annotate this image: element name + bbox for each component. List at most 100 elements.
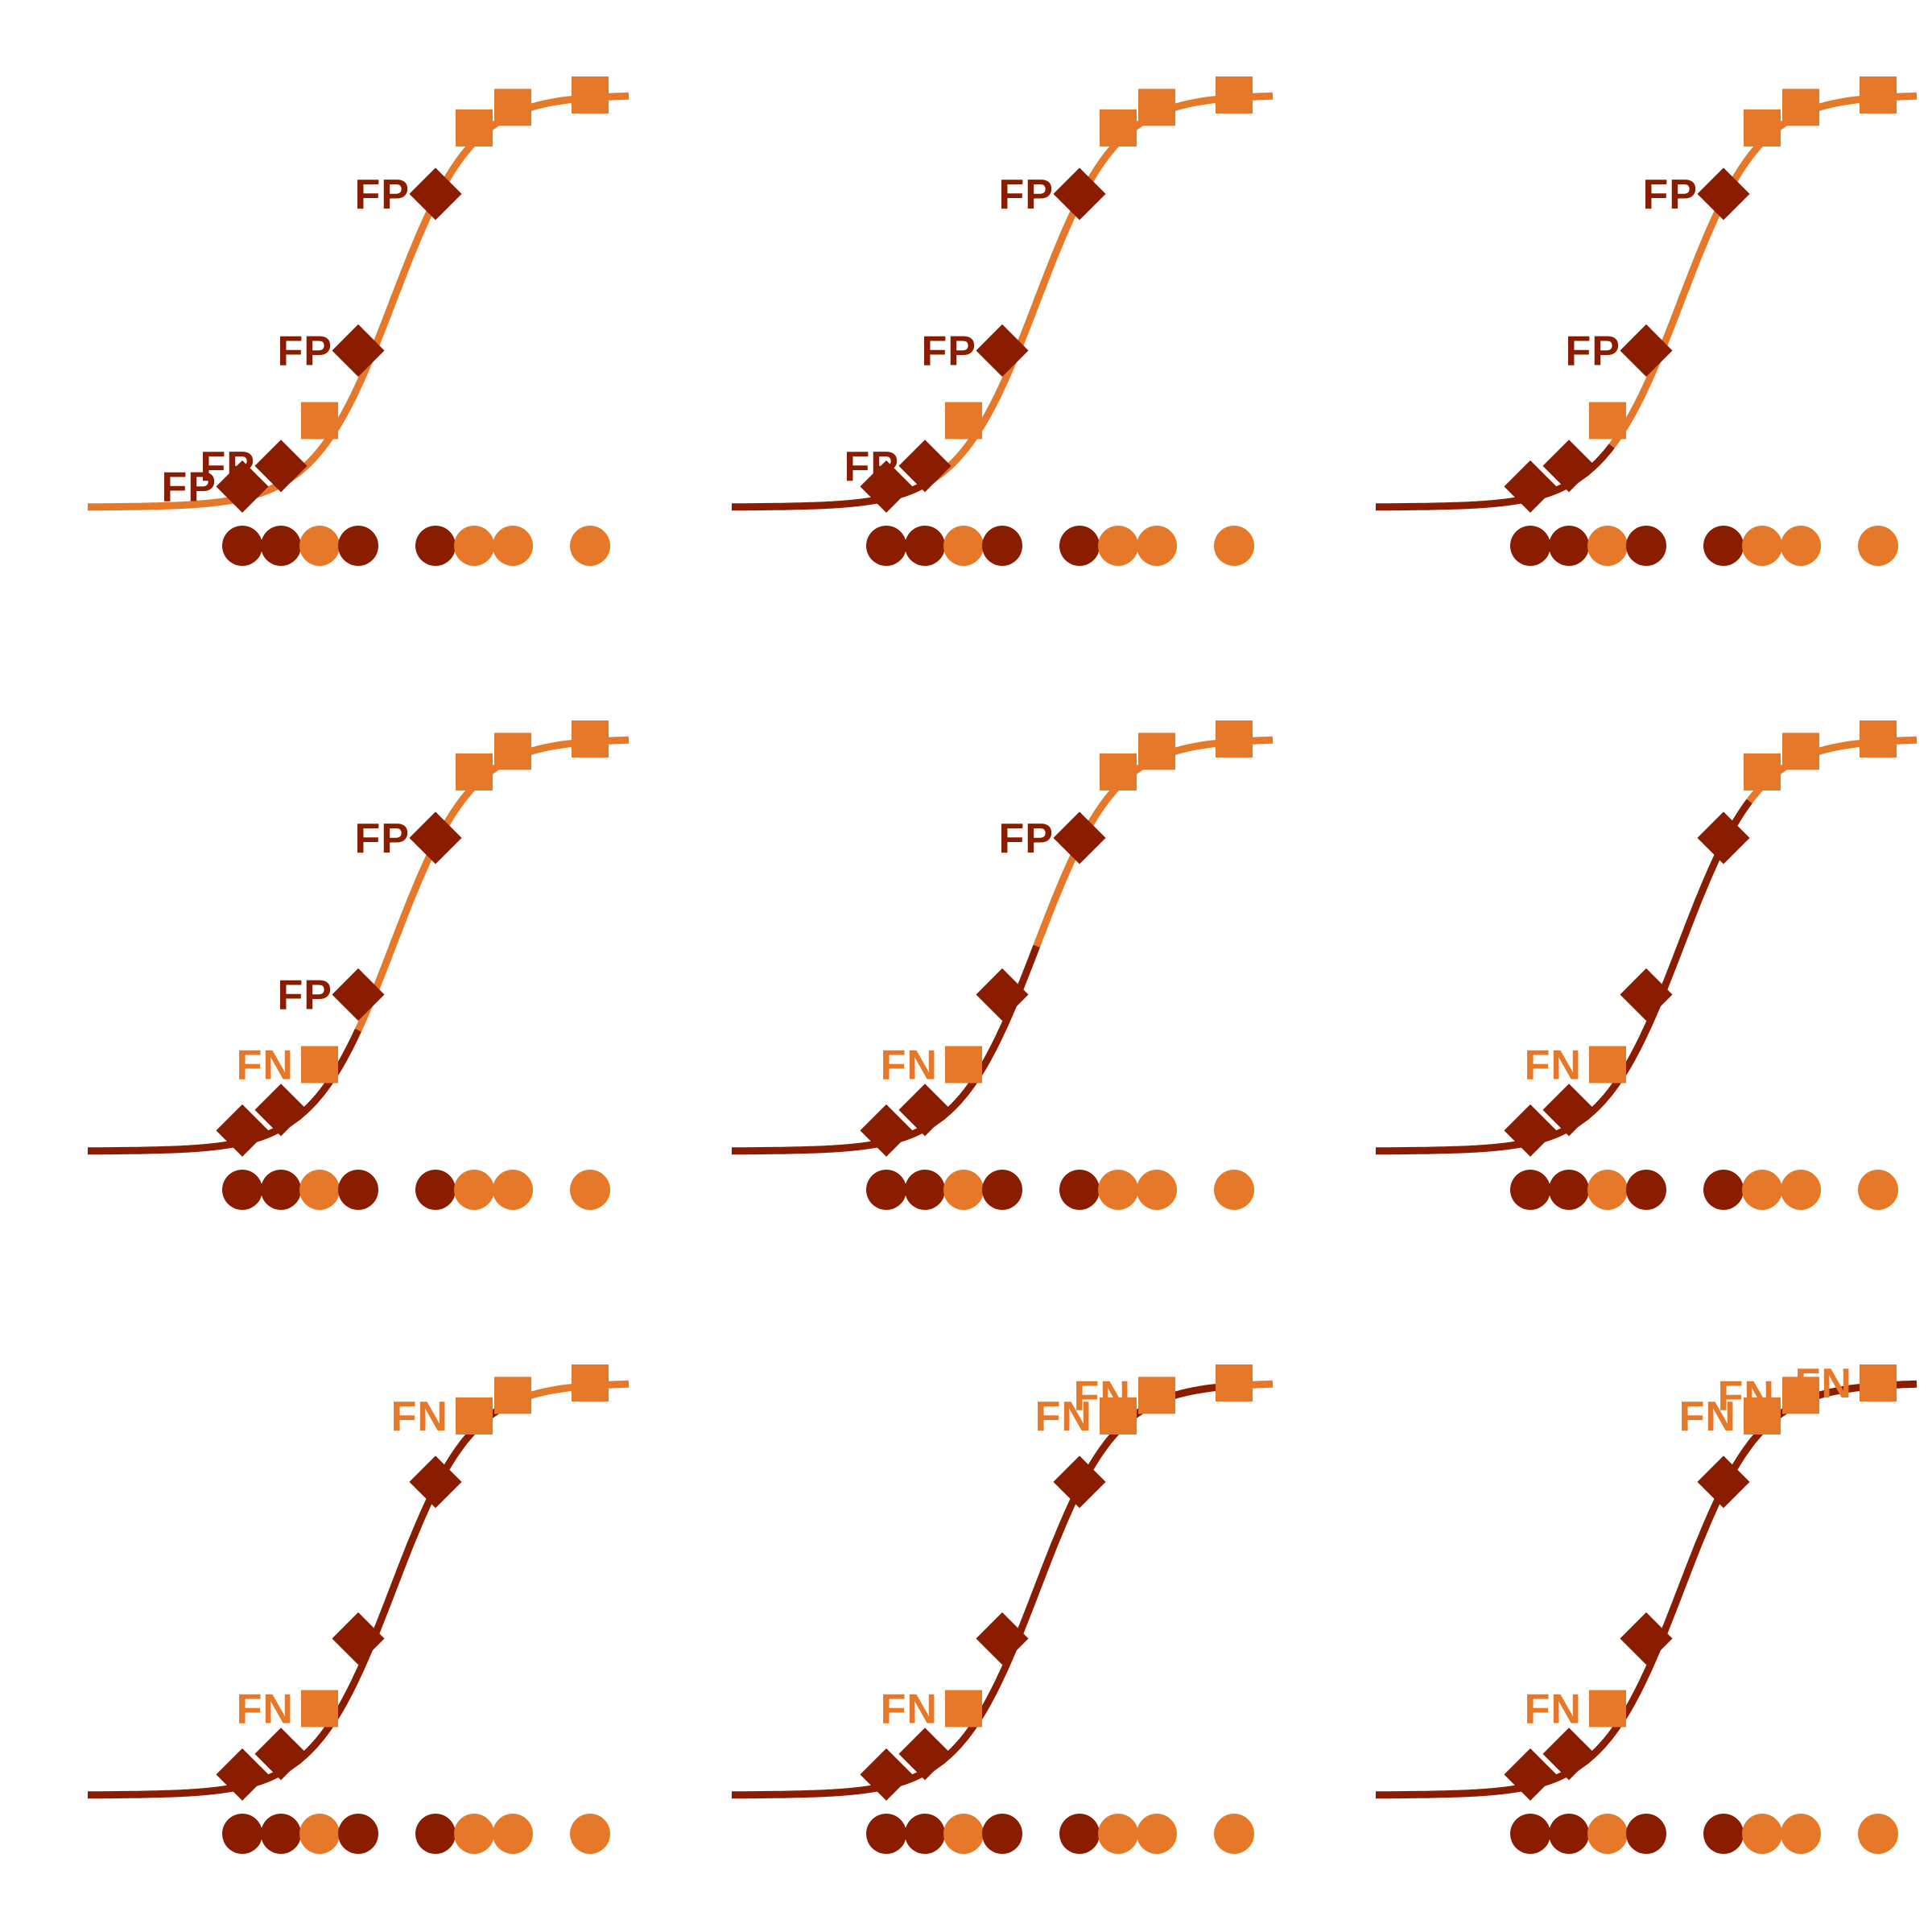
class-dot <box>943 1170 984 1210</box>
error-label: FN <box>1795 1360 1852 1407</box>
curve-point-square <box>1589 1690 1626 1728</box>
class-dot <box>261 1814 301 1854</box>
class-dot <box>338 1170 378 1210</box>
class-dot <box>338 1814 378 1854</box>
class-dot <box>1626 1814 1666 1854</box>
error-label: FP <box>355 171 410 218</box>
curve-point-square <box>1860 1364 1897 1402</box>
curve-point-diamond <box>409 167 462 221</box>
curve-point-diamond <box>1504 1748 1557 1801</box>
curve-point-square <box>1216 76 1253 114</box>
class-dot <box>493 1170 533 1210</box>
class-dot <box>415 1814 456 1854</box>
curve-point-square <box>1860 720 1897 758</box>
class-dot <box>570 1170 610 1210</box>
curve-point-square <box>1782 1377 1819 1414</box>
error-label: FP <box>844 444 899 490</box>
curve-point-square <box>1589 402 1626 440</box>
class-dot <box>1059 526 1100 566</box>
class-dot <box>905 526 945 566</box>
curve-point-diamond <box>254 1084 308 1137</box>
error-label: FP <box>999 171 1054 218</box>
curve-point-diamond <box>1697 1455 1750 1509</box>
class-dot <box>1742 1170 1782 1210</box>
class-dot <box>493 526 533 566</box>
class-dot <box>1742 526 1782 566</box>
curve-point-square <box>456 109 493 147</box>
curve-point-diamond <box>898 440 952 493</box>
curve-point-diamond <box>1697 811 1750 865</box>
panel-2: FP FP FP <box>732 76 1274 566</box>
error-label: FP <box>922 328 976 374</box>
curve-point-diamond <box>1697 167 1750 221</box>
error-label: FP <box>1566 328 1620 374</box>
sigmoid-curve-segment <box>1376 1380 1918 1799</box>
curve-point-square <box>1782 733 1819 770</box>
curve-point-diamond <box>1053 1455 1106 1509</box>
curve-point-diamond <box>976 968 1029 1021</box>
error-label: FN <box>1718 1373 1775 1419</box>
curve-point-diamond <box>254 440 308 493</box>
class-dot <box>1703 1814 1744 1854</box>
curve-point-diamond <box>216 1104 269 1157</box>
class-dot <box>299 1170 340 1210</box>
class-dot <box>222 526 262 566</box>
sigmoid-curve-segment <box>88 92 630 511</box>
class-dot <box>454 1814 494 1854</box>
class-dot <box>1626 1170 1666 1210</box>
class-dot <box>1137 526 1177 566</box>
curve-point-diamond <box>332 968 385 1021</box>
curve-point-diamond <box>898 1728 952 1781</box>
class-dot <box>1098 1170 1138 1210</box>
curve-point-square <box>1138 89 1175 126</box>
curve-point-square <box>945 402 982 440</box>
sigmoid-curve-segment <box>1608 92 1918 448</box>
class-dot <box>1549 1170 1589 1210</box>
curve-point-diamond <box>1504 1104 1557 1157</box>
class-dot <box>1587 526 1628 566</box>
curve-point-square <box>1860 76 1897 114</box>
error-label: FP <box>355 815 410 862</box>
curve-point-square <box>494 89 531 126</box>
curve-point-square <box>1100 109 1137 147</box>
class-dot <box>454 1170 494 1210</box>
class-dot <box>415 1170 456 1210</box>
class-dot <box>454 526 494 566</box>
curve-point-square <box>945 1046 982 1084</box>
class-dot <box>1098 1814 1138 1854</box>
class-dot <box>943 526 984 566</box>
error-label: FP <box>999 815 1054 862</box>
class-dot <box>1858 1170 1898 1210</box>
curve-point-square <box>1744 753 1781 791</box>
class-dot <box>1858 1814 1898 1854</box>
class-dot <box>982 1814 1022 1854</box>
class-dot <box>1781 1814 1821 1854</box>
sigmoid-curve-segment <box>354 736 630 1032</box>
class-dot <box>1510 526 1550 566</box>
class-dot <box>943 1814 984 1854</box>
class-dot <box>1214 1170 1254 1210</box>
curve-point-square <box>1744 1397 1781 1435</box>
error-label: FN <box>1525 1042 1582 1088</box>
curve-point-diamond <box>860 1104 913 1157</box>
class-dot <box>493 1814 533 1854</box>
curve-point-diamond <box>1542 1728 1596 1781</box>
curve-point-diamond <box>254 1728 308 1781</box>
sigmoid-curve-segment <box>1376 799 1752 1155</box>
class-dot <box>1742 1814 1782 1854</box>
curve-point-diamond <box>332 324 385 377</box>
error-label: FP <box>1643 171 1698 218</box>
class-dot <box>1781 526 1821 566</box>
class-dot <box>982 526 1022 566</box>
sigmoid-curve-segment <box>88 1028 362 1155</box>
curve-point-diamond <box>860 460 913 513</box>
error-label: FN <box>881 1042 938 1088</box>
error-label: FN <box>1035 1393 1092 1440</box>
curve-point-diamond <box>1620 968 1673 1021</box>
curve-point-diamond <box>216 460 269 513</box>
error-label: FP <box>200 444 255 490</box>
class-dot <box>982 1170 1022 1210</box>
class-dot <box>905 1170 945 1210</box>
